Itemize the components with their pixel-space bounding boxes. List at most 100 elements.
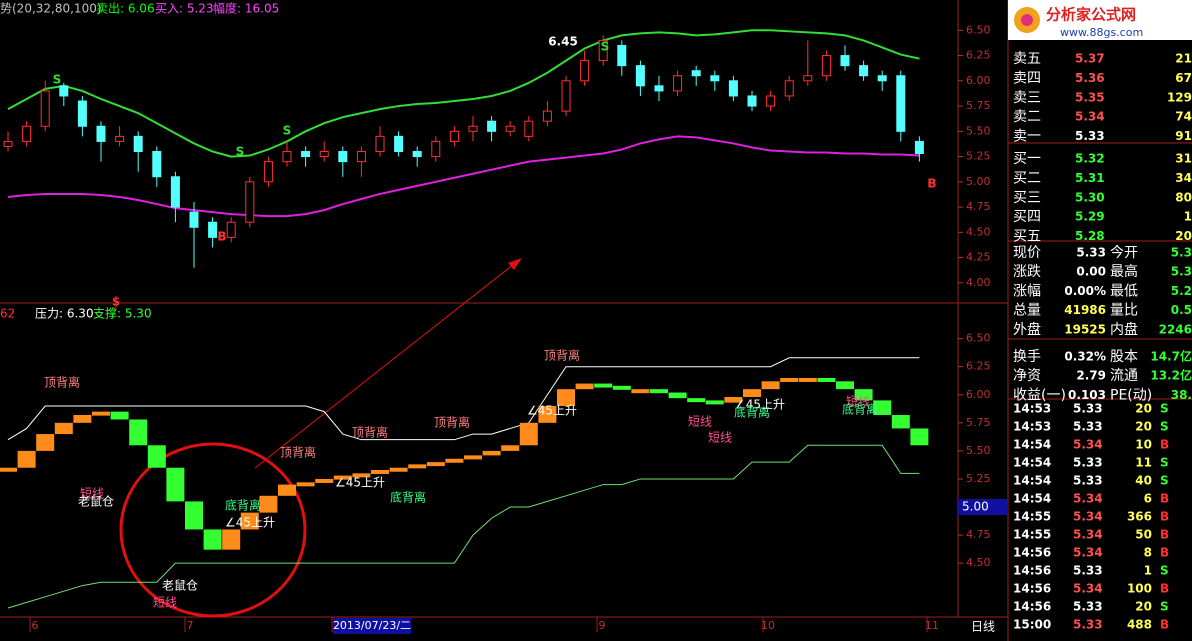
indicator-block xyxy=(612,385,631,390)
book-price: 5.32 xyxy=(1075,152,1105,166)
book-volume: 20 xyxy=(1175,229,1192,243)
stat-label: 现价 xyxy=(1013,245,1041,261)
candle-body xyxy=(40,90,50,127)
candle-body xyxy=(282,151,292,163)
annotation: 底背离 xyxy=(842,402,878,417)
indicator-block xyxy=(501,445,520,451)
indicator-block xyxy=(0,467,17,472)
indicator-block xyxy=(687,398,706,403)
candle-body xyxy=(487,120,497,132)
book-label: 买三 xyxy=(1013,190,1041,206)
date-label: 6 xyxy=(32,619,39,632)
indicator-block xyxy=(854,389,873,401)
stat-label: 量比 xyxy=(1110,303,1138,319)
annotation: 6.45 xyxy=(548,35,578,49)
candle-body xyxy=(170,176,180,208)
stat-value: 2.79 xyxy=(1076,369,1106,383)
stat-value: 5.33 xyxy=(1076,246,1106,260)
stat-label: 内盘 xyxy=(1110,321,1138,338)
annotation: S xyxy=(53,73,62,87)
candle-body xyxy=(542,110,552,122)
trade-time: 14:55 xyxy=(1013,528,1051,542)
candle-body xyxy=(505,125,515,132)
trade-side: B xyxy=(1160,510,1169,524)
candle-body xyxy=(747,95,757,107)
date-label: 10 xyxy=(761,619,775,632)
trade-volume: 20 xyxy=(1135,600,1152,614)
annotation: ∠45上升 xyxy=(527,404,577,418)
candle-body xyxy=(208,221,218,238)
book-volume: 129 xyxy=(1167,90,1192,104)
indicator-block xyxy=(166,467,185,502)
pane-header: 62 xyxy=(0,307,15,321)
indicator-block xyxy=(482,450,501,456)
annotation: 顶背离 xyxy=(352,425,388,440)
pane-header: 卖出: 6.06 xyxy=(96,2,155,16)
book-volume: 91 xyxy=(1175,129,1192,143)
book-price: 5.35 xyxy=(1075,90,1105,104)
stat-label: 总量 xyxy=(1013,303,1041,319)
indicator-block xyxy=(668,392,687,399)
book-volume: 21 xyxy=(1175,52,1192,66)
trade-volume: 1 xyxy=(1144,564,1152,578)
series-line xyxy=(7,135,920,218)
indicator-block xyxy=(575,383,594,390)
annotation: 顶背离 xyxy=(434,415,470,430)
indicator-block xyxy=(780,377,799,382)
book-label: 买五 xyxy=(1013,229,1041,245)
trade-side: S xyxy=(1160,564,1169,578)
annotation: ∠45上升 xyxy=(335,476,385,490)
trade-side: B xyxy=(1160,492,1169,506)
trade-side: B xyxy=(1160,582,1169,596)
annotation: S xyxy=(283,124,292,138)
candle-body xyxy=(598,39,608,62)
indicator-block xyxy=(873,400,892,415)
trade-volume: 488 xyxy=(1127,618,1152,632)
indicator-block xyxy=(17,450,36,468)
y-tick-label: 4.50 xyxy=(966,225,991,238)
trade-time: 14:53 xyxy=(1013,402,1051,416)
pane-header: 买入: 5.23 xyxy=(155,2,214,16)
annotation: 短线 xyxy=(846,395,870,409)
indicator-block xyxy=(371,469,389,474)
candle-body xyxy=(338,151,348,163)
trade-volume: 40 xyxy=(1135,474,1152,488)
stat-label: 涨跌 xyxy=(1013,264,1041,280)
book-price: 5.34 xyxy=(1075,110,1105,124)
book-volume: 80 xyxy=(1175,190,1192,204)
book-price: 5.31 xyxy=(1075,171,1105,185)
date-label: 11 xyxy=(925,619,939,632)
trade-price: 5.33 xyxy=(1073,456,1103,470)
candle-body xyxy=(226,221,236,238)
y-tick-label: 5.25 xyxy=(966,150,991,163)
trade-price: 5.33 xyxy=(1073,564,1103,578)
indicator-block xyxy=(557,389,575,407)
y-tick-label: 5.50 xyxy=(966,444,991,457)
stat-label: 流通 xyxy=(1110,368,1138,384)
candle-body xyxy=(821,55,831,77)
trade-volume: 20 xyxy=(1135,420,1152,434)
indicator-block xyxy=(296,482,315,487)
book-price: 5.36 xyxy=(1075,71,1105,85)
candle-body xyxy=(710,75,720,82)
trade-price: 5.34 xyxy=(1073,492,1103,506)
indicator-block xyxy=(92,411,110,416)
y-tick-label: 6.00 xyxy=(966,388,991,401)
arrow-line xyxy=(254,263,515,469)
candle-body xyxy=(635,65,645,87)
stat-label: 涨幅 xyxy=(1013,283,1041,299)
y-tick-label: 4.25 xyxy=(966,251,991,264)
indicator-block xyxy=(519,422,538,446)
series-line xyxy=(7,29,920,158)
candle-body xyxy=(673,75,683,92)
series-line xyxy=(7,444,920,609)
indicator-block xyxy=(743,389,761,398)
stat-label: 换手 xyxy=(1013,348,1041,365)
trade-side: S xyxy=(1160,474,1169,488)
trade-time: 14:56 xyxy=(1013,546,1051,560)
trade-price: 5.34 xyxy=(1073,438,1103,452)
y-tick-label: 5.75 xyxy=(966,416,991,429)
cursor-label-bg xyxy=(958,499,1008,516)
candle-body xyxy=(896,75,906,132)
